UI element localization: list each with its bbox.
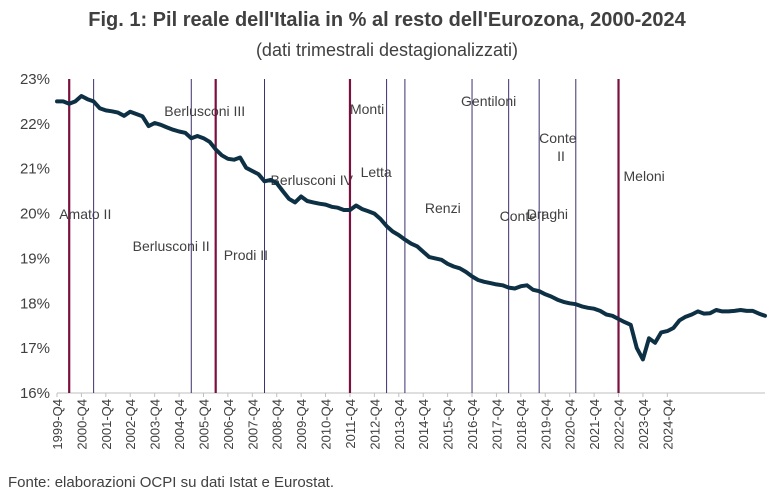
x-tick-label: 2024-Q4 <box>660 399 675 450</box>
x-tick-label: 2021-Q4 <box>587 399 602 450</box>
x-tick-label: 2006-Q4 <box>221 399 236 450</box>
x-tick-label: 2001-Q4 <box>99 399 114 450</box>
y-tick-label: 16% <box>20 385 50 402</box>
government-label: Renzi <box>425 200 461 216</box>
government-label: Meloni <box>624 168 665 184</box>
government-label: Draghi <box>527 206 568 222</box>
government-label: Berlusconi IV <box>271 172 354 188</box>
chart-subtitle: (dati trimestrali destagionalizzati) <box>255 40 519 60</box>
government-label: Letta <box>361 164 392 180</box>
source-note: Fonte: elaborazioni OCPI su dati Istat e… <box>8 474 335 491</box>
x-tick-label: 2007-Q4 <box>245 399 260 450</box>
y-tick-label: 22% <box>20 116 50 133</box>
x-tick-label: 2002-Q4 <box>123 399 138 450</box>
x-tick-label: 2000-Q4 <box>74 399 89 450</box>
chart-title: Fig. 1: Pil reale dell'Italia in % al re… <box>88 9 686 31</box>
x-tick-label: 2018-Q4 <box>514 399 529 450</box>
x-tick-label: 2012-Q4 <box>367 399 382 450</box>
x-tick-label: 2014-Q4 <box>416 399 431 450</box>
government-label: Berlusconi II <box>133 238 210 254</box>
government-label: Gentiloni <box>461 93 516 109</box>
government-label: Conte I <box>500 208 545 224</box>
x-tick-label: 2009-Q4 <box>294 399 309 450</box>
x-tick-label: 2011-Q4 <box>343 399 358 449</box>
government-label: Amato II <box>59 206 111 222</box>
x-tick-label: 2022-Q4 <box>612 399 627 450</box>
x-tick-label: 2004-Q4 <box>172 399 187 450</box>
x-tick-label: 2023-Q4 <box>636 399 651 450</box>
x-tick-label: 2020-Q4 <box>563 399 578 450</box>
government-label: Prodi II <box>224 247 268 263</box>
x-tick-label: 2010-Q4 <box>319 399 334 450</box>
x-tick-label: 1999-Q4 <box>50 399 65 450</box>
government-label: Conte II <box>539 130 577 164</box>
x-tick-label: 2008-Q4 <box>270 399 285 450</box>
y-tick-label: 23% <box>20 71 50 88</box>
x-tick-label: 2016-Q4 <box>465 399 480 450</box>
x-tick-label: 2019-Q4 <box>538 399 553 450</box>
x-tick-label: 2005-Q4 <box>196 399 211 450</box>
x-tick-label: 2013-Q4 <box>392 399 407 450</box>
y-tick-label: 18% <box>20 295 50 312</box>
x-tick-label: 2015-Q4 <box>441 399 456 450</box>
y-tick-label: 20% <box>20 206 50 223</box>
y-tick-label: 17% <box>20 340 50 357</box>
government-label: Berlusconi III <box>164 103 245 119</box>
government-label: Monti <box>350 101 384 117</box>
y-tick-label: 21% <box>20 161 50 178</box>
y-tick-label: 19% <box>20 250 50 267</box>
x-tick-label: 2003-Q4 <box>148 399 163 450</box>
series-line <box>55 94 767 362</box>
x-tick-label: 2017-Q4 <box>489 399 504 450</box>
